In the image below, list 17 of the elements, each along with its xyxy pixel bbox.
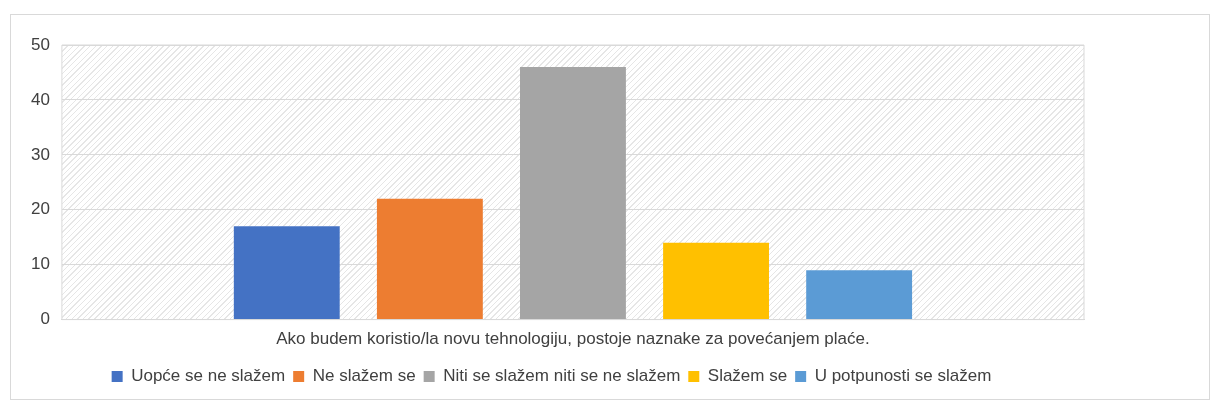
bar <box>233 226 340 320</box>
legend-label: U potpunosti se slažem <box>814 366 992 386</box>
bar <box>520 66 626 320</box>
bar <box>376 198 483 320</box>
legend-label: Niti se slažem niti se ne slažem <box>443 366 681 386</box>
bar <box>663 242 769 320</box>
legend-label: Slažem se <box>707 366 788 386</box>
y-tick-label: 10 <box>30 254 50 274</box>
x-tick-label: Ako budem koristio/la novu tehnologiju, postoje naznake za povećanjem plaće. <box>276 329 870 349</box>
y-tick-label: 0 <box>40 309 50 329</box>
y-tick-label: 20 <box>30 199 50 219</box>
legend-label: Ne slažem se <box>312 366 416 386</box>
y-tick-label: 40 <box>30 89 50 109</box>
bar <box>806 270 913 320</box>
y-tick-label: 30 <box>30 144 50 164</box>
legend-label: Uopće se ne slažem <box>131 366 286 386</box>
y-tick-label: 50 <box>30 34 50 54</box>
